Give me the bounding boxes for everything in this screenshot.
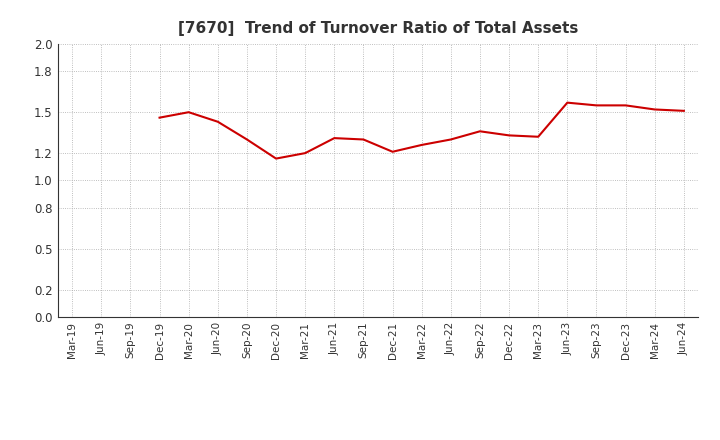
Title: [7670]  Trend of Turnover Ratio of Total Assets: [7670] Trend of Turnover Ratio of Total … [178, 21, 578, 36]
